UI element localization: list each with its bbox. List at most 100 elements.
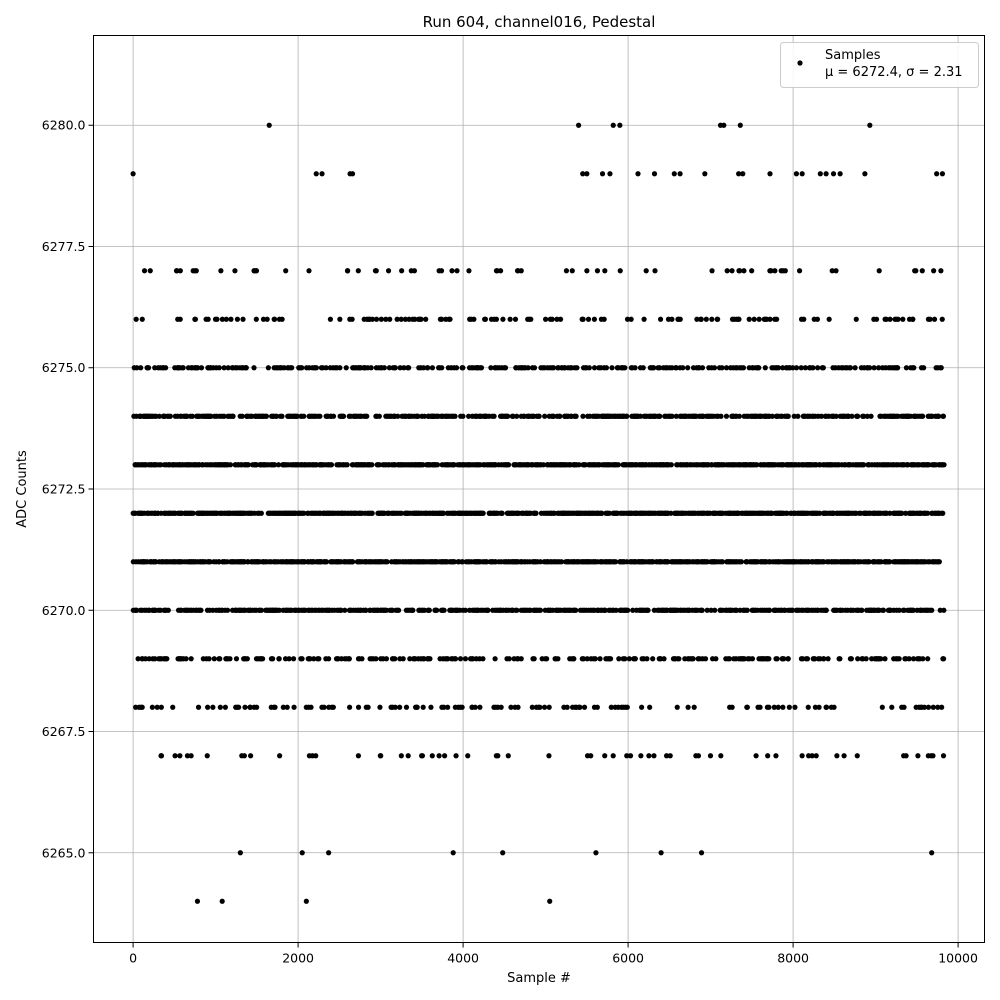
data-point: [447, 316, 453, 322]
x-tick-label: 10000: [938, 951, 978, 966]
data-point: [876, 268, 882, 274]
data-point: [271, 316, 278, 322]
data-point: [780, 365, 786, 371]
data-point: [392, 656, 398, 662]
data-point: [330, 704, 336, 710]
data-point: [736, 171, 742, 177]
data-point: [547, 898, 553, 904]
data-point: [721, 122, 727, 128]
data-point: [286, 656, 292, 662]
data-point: [170, 704, 176, 710]
data-point: [208, 413, 214, 419]
data-point: [929, 850, 935, 856]
data-point: [593, 850, 599, 856]
data-point: [518, 656, 524, 662]
data-point: [630, 607, 636, 613]
data-point: [542, 316, 549, 322]
data-point: [644, 656, 650, 662]
data-point: [817, 510, 823, 516]
data-point: [133, 316, 139, 322]
data-point: [624, 704, 630, 710]
data-point: [429, 753, 435, 759]
data-point: [241, 753, 247, 759]
data-point: [576, 462, 582, 468]
data-point: [879, 704, 885, 710]
data-point: [550, 365, 557, 371]
data-point: [454, 268, 460, 274]
data-point: [938, 365, 944, 371]
data-point: [774, 316, 780, 322]
data-point: [610, 122, 616, 128]
data-point: [232, 268, 238, 274]
data-point: [774, 656, 780, 662]
data-point: [804, 656, 811, 662]
data-point: [708, 607, 714, 613]
data-point: [438, 268, 445, 274]
data-point: [896, 607, 902, 613]
data-point: [343, 365, 349, 371]
data-point: [480, 510, 486, 516]
data-point: [396, 607, 402, 613]
data-point: [617, 268, 623, 274]
data-point: [542, 413, 548, 419]
data-point: [355, 753, 362, 759]
data-point: [515, 704, 521, 710]
data-point: [355, 268, 361, 274]
data-point: [576, 122, 582, 128]
data-point: [242, 704, 248, 710]
data-point: [756, 316, 762, 322]
data-point: [580, 656, 587, 662]
data-point: [622, 365, 628, 371]
data-point: [157, 607, 164, 613]
data-point: [299, 656, 305, 662]
data-point: [940, 753, 947, 759]
data-point: [135, 656, 141, 662]
data-point: [459, 559, 466, 565]
data-point: [901, 704, 907, 710]
data-point: [931, 316, 938, 322]
data-point: [478, 365, 485, 371]
data-point: [275, 462, 282, 468]
data-point: [910, 607, 916, 613]
data-point: [563, 268, 570, 274]
data-point: [221, 413, 227, 419]
data-point: [451, 559, 458, 565]
data-point: [639, 704, 645, 710]
data-point: [859, 607, 865, 613]
data-point: [459, 704, 465, 710]
data-point: [290, 656, 297, 662]
data-point: [901, 607, 907, 613]
data-point: [854, 753, 860, 759]
data-point: [284, 704, 290, 710]
data-point: [264, 316, 270, 322]
data-point: [420, 704, 426, 710]
y-tick-label: 6277.5: [42, 239, 86, 254]
data-point: [941, 656, 947, 662]
data-point: [466, 413, 472, 419]
data-point: [847, 365, 854, 371]
y-tick-label: 6275.0: [42, 360, 86, 375]
data-point: [751, 316, 757, 322]
data-point: [465, 753, 471, 759]
data-point: [900, 316, 906, 322]
data-point: [452, 656, 459, 662]
data-point: [657, 413, 663, 419]
data-point: [791, 413, 797, 419]
data-point: [493, 316, 500, 322]
data-point: [204, 753, 210, 759]
data-point: [401, 365, 407, 371]
data-point: [219, 898, 225, 904]
data-point: [134, 607, 140, 613]
data-point: [198, 365, 205, 371]
data-point: [518, 268, 524, 274]
data-point: [428, 704, 434, 710]
y-tick-label: 6270.0: [42, 603, 86, 618]
data-point: [177, 316, 183, 322]
data-point: [147, 268, 153, 274]
data-point: [453, 365, 460, 371]
data-point: [676, 656, 682, 662]
data-point: [207, 559, 213, 565]
data-point: [498, 704, 504, 710]
data-point: [940, 413, 947, 419]
